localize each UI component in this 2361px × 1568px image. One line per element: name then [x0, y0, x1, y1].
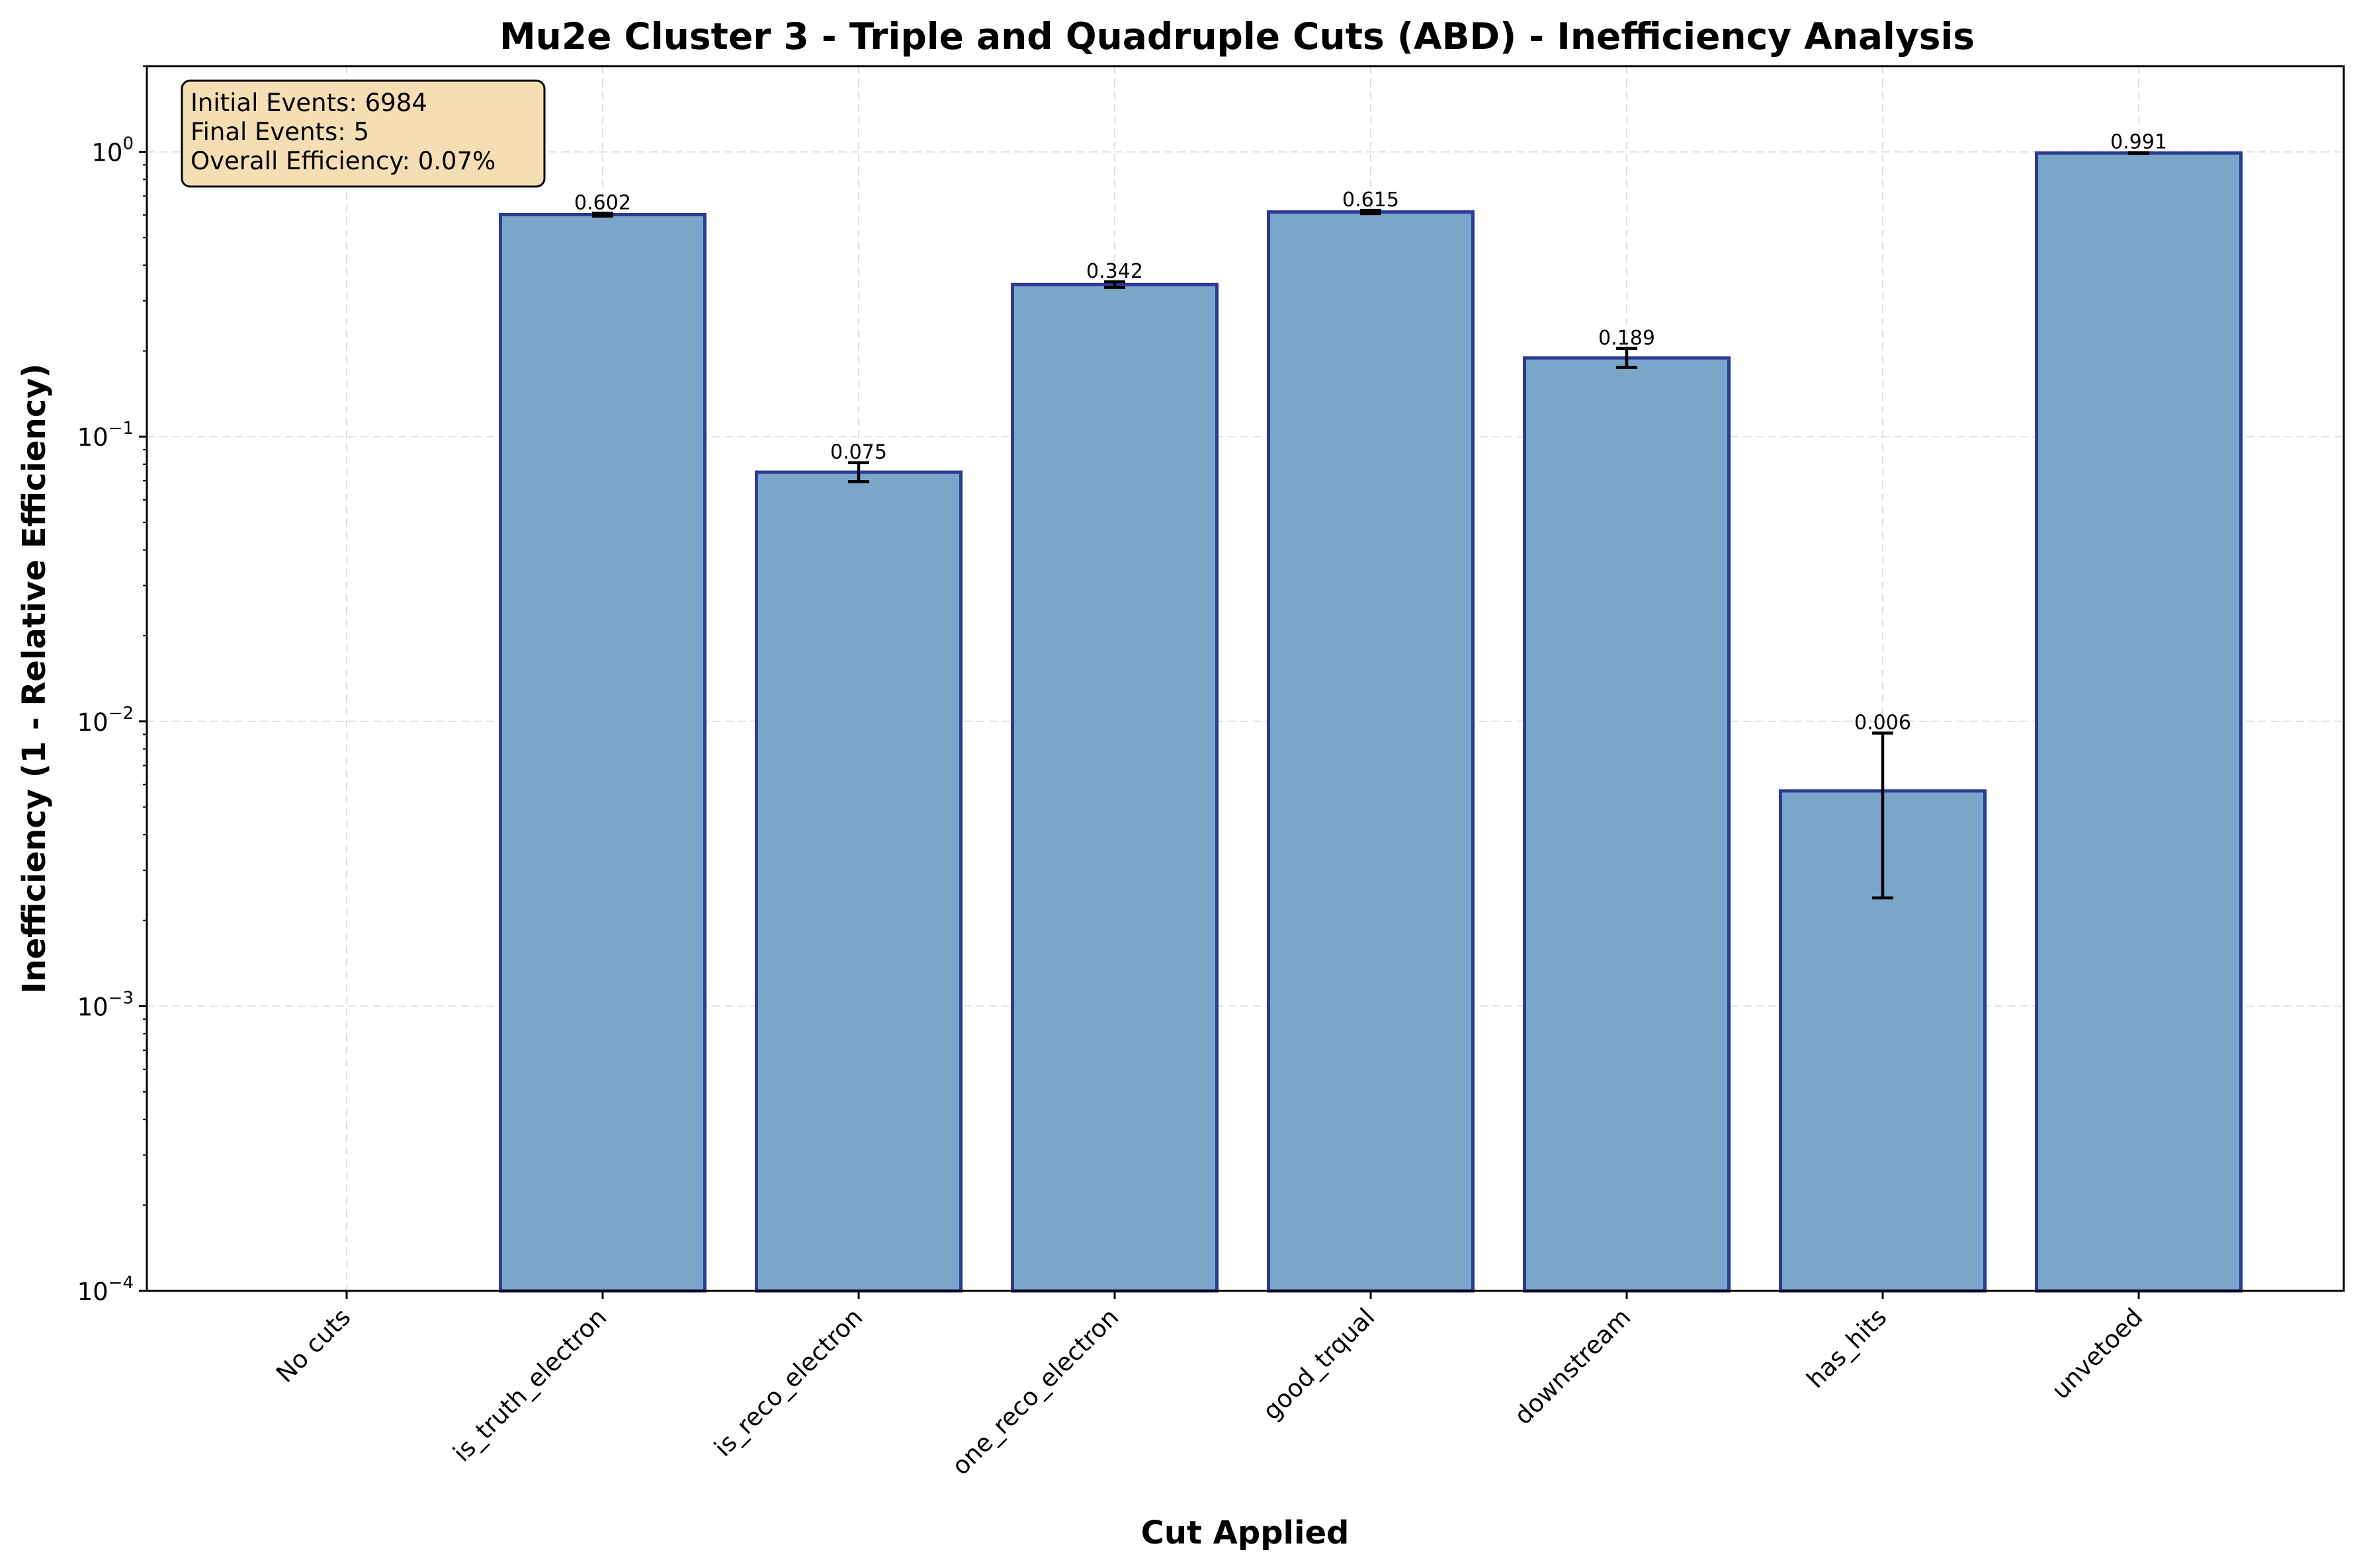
- grid: [147, 66, 2344, 1292]
- y-tick-label: 10−1: [77, 419, 134, 452]
- x-tick-label-downstream: downstream: [1509, 1303, 1637, 1430]
- x-tick-label-good_trqual: good_trqual: [1258, 1303, 1381, 1426]
- bar-downstream: [1523, 356, 1731, 1293]
- value-label-is_truth_electron: 0.602: [574, 191, 631, 214]
- stats-overall-efficiency: Overall Efficiency: 0.07%: [191, 147, 495, 175]
- y-tick-base: 10: [91, 139, 122, 167]
- x-tick-label-unvetoed: unvetoed: [2046, 1303, 2148, 1405]
- y-tick-exponent: −3: [108, 988, 134, 1008]
- y-tick-exponent: 0: [122, 134, 134, 154]
- y-tick-base: 10: [77, 993, 108, 1021]
- y-tick-exponent: −1: [108, 419, 134, 438]
- y-tick-label: 10−3: [77, 988, 134, 1021]
- bar-is_truth_electron: [499, 213, 707, 1293]
- bar-one_reco_electron: [1011, 282, 1219, 1293]
- stats-final-events: Final Events: 5: [191, 118, 369, 146]
- value-label-good_trqual: 0.615: [1342, 188, 1399, 212]
- bars: [499, 151, 2243, 1293]
- y-tick-exponent: −4: [108, 1273, 134, 1293]
- y-tick-base: 10: [77, 1278, 108, 1306]
- x-axis: No cuts is_truth_electron is_reco_electron…: [271, 1291, 2148, 1481]
- x-tick-label-No cuts: No cuts: [271, 1303, 356, 1388]
- y-axis-label: Inefficiency (1 - Relative Efficiency): [16, 364, 53, 994]
- stats-initial-events: Initial Events: 6984: [191, 89, 427, 117]
- stats-box-background: [181, 79, 546, 188]
- error-bars: [592, 151, 2149, 899]
- x-tick-label-is_truth_electron: is_truth_electron: [448, 1303, 613, 1467]
- stats-box: Initial Events: 6984 Final Events: 5 Ove…: [181, 79, 546, 188]
- value-label-is_reco_electron: 0.075: [830, 441, 887, 464]
- bar-good_trqual: [1267, 210, 1475, 1293]
- value-labels: 0.602 0.075 0.342 0.615 0.189 0.006 0.991: [574, 131, 2167, 735]
- y-tick-base: 10: [77, 423, 108, 452]
- value-label-one_reco_electron: 0.342: [1086, 260, 1143, 283]
- plot-area-frame: [146, 65, 2345, 1292]
- value-label-downstream: 0.189: [1598, 327, 1655, 350]
- y-tick-label: 10−4: [77, 1273, 134, 1306]
- x-tick-label-one_reco_electron: one_reco_electron: [947, 1303, 1125, 1481]
- y-tick-label: 10−2: [77, 704, 134, 737]
- y-tick-label: 100: [91, 134, 134, 167]
- x-tick-label-has_hits: has_hits: [1801, 1303, 1892, 1393]
- x-axis-label: Cut Applied: [1141, 1514, 1350, 1551]
- chart-title: Mu2e Cluster 3 - Triple and Quadruple Cu…: [499, 15, 1975, 58]
- x-tick-label-is_reco_electron: is_reco_electron: [708, 1303, 868, 1462]
- bar-unvetoed: [2035, 151, 2243, 1293]
- y-tick-base: 10: [77, 708, 108, 737]
- value-label-has_hits: 0.006: [1854, 711, 1911, 734]
- value-label-unvetoed: 0.991: [2110, 131, 2167, 154]
- y-tick-exponent: −2: [108, 704, 134, 723]
- bar-is_reco_electron: [755, 470, 963, 1293]
